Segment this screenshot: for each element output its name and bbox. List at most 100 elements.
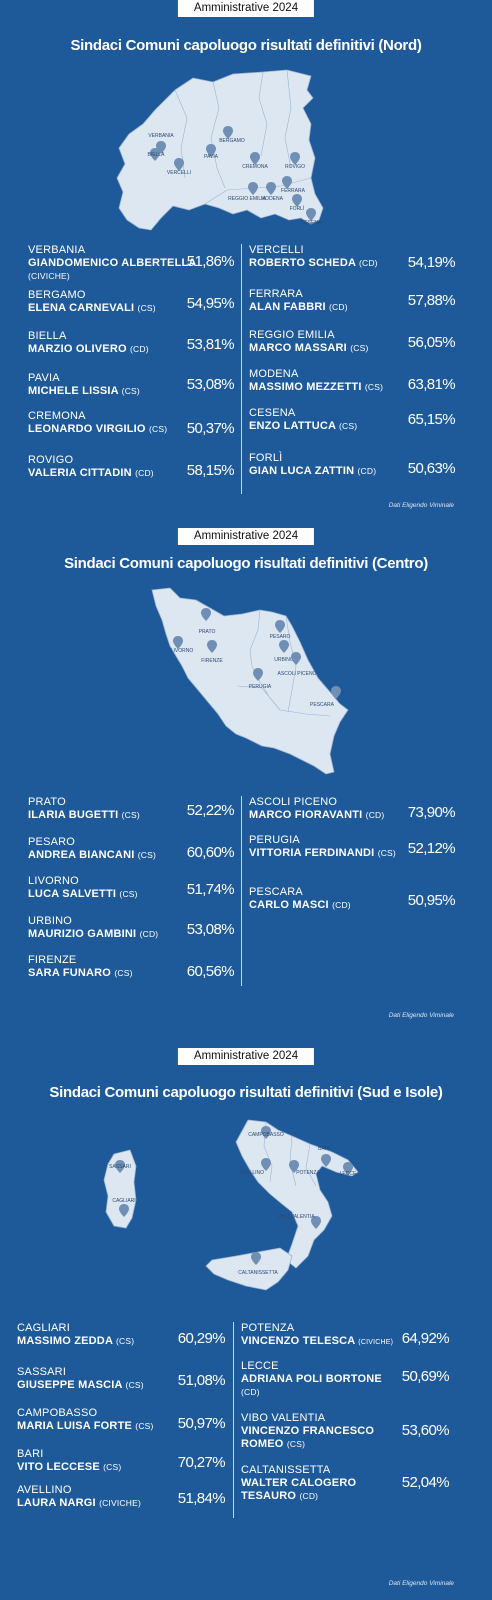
party: (CD) (135, 468, 154, 478)
candidate-name: ILARIA BUGETTI (CS) (28, 809, 140, 821)
percentage: 60,60% (186, 844, 235, 861)
result-entry: BIELLA MARZIO OLIVERO (CD) 53,81% (28, 330, 235, 356)
percentage: 57,88% (407, 292, 456, 309)
section-title: Sindaci Comuni capoluogo risultati defin… (49, 1084, 443, 1101)
map-centro: PRATO LIVORNO FIRENZE PESARO URBINO ASCO… (140, 586, 360, 786)
percentage: 63,81% (407, 376, 456, 393)
party: (CS) (135, 1421, 154, 1431)
percentage: 73,90% (407, 804, 456, 821)
svg-text:SASSARI: SASSARI (109, 1164, 131, 1170)
candidate-name: CARLO MASCI (CD) (249, 899, 351, 911)
svg-text:VERCELLI: VERCELLI (167, 170, 191, 176)
party: (CS) (121, 386, 140, 396)
svg-text:ASCOLI PICENO: ASCOLI PICENO (278, 671, 317, 677)
percentage: 65,15% (407, 411, 456, 428)
section-title: Sindaci Comuni capoluogo risultati defin… (64, 555, 428, 572)
candidate-name: MARCO MASSARI (CS) (249, 342, 369, 354)
percentage: 60,29% (177, 1330, 226, 1347)
party: (CD) (332, 900, 351, 910)
svg-text:REGGIO EMILIA: REGGIO EMILIA (228, 196, 266, 202)
svg-text:FIRENZE: FIRENZE (201, 658, 223, 664)
city-name: VERBANIA (28, 244, 86, 256)
city-name: SASSARI (17, 1366, 67, 1378)
candidate-name: WALTER CALOGERO TESAURO (CD) (241, 1477, 357, 1502)
party: (CS) (286, 1439, 306, 1449)
party: (CD) (299, 1491, 319, 1501)
party: (CS) (125, 1380, 144, 1390)
candidate-name: MICHELE LISSIA (CS) (28, 385, 140, 397)
svg-text:CREMONA: CREMONA (242, 164, 268, 170)
percentage: 50,69% (401, 1368, 450, 1385)
candidate-name: VINCENZO TELESCA (CIVICHE) (241, 1335, 394, 1347)
party: (CS) (137, 303, 156, 313)
result-entry: CALTANISSETTA WALTER CALOGERO TESAURO (CD… (241, 1464, 391, 1503)
percentage: 51,84% (177, 1490, 226, 1507)
city-name: MODENA (249, 368, 299, 380)
party: (CS) (377, 848, 396, 858)
svg-text:AVELLINO: AVELLINO (240, 1170, 264, 1176)
percentage: 51,86% (186, 253, 235, 270)
svg-text:PRATO: PRATO (199, 629, 216, 635)
party: (CS) (121, 810, 140, 820)
city-name: VERCELLI (249, 244, 304, 256)
result-entry: POTENZA VINCENZO TELESCA (CIVICHE) 64,92% (241, 1322, 450, 1349)
party: (CS) (350, 343, 369, 353)
candidate-name: VALERIA CITTADIN (CD) (28, 467, 154, 479)
results-left-column: VERBANIA GIANDOMENICO ALBERTELLA (CIVICHE… (28, 244, 235, 494)
city-name: LECCE (241, 1360, 279, 1372)
result-entry: PESARO ANDREA BIANCANI (CS) 60,60% (28, 836, 235, 862)
candidate-name: LEONARDO VIRGILIO (CS) (28, 423, 168, 435)
result-entry: PAVIA MICHELE LISSIA (CS) 53,08% (28, 372, 235, 398)
party: (CD) (139, 929, 159, 939)
result-entry: CREMONA LEONARDO VIRGILIO (CS) 50,37% (28, 410, 235, 437)
percentage: 51,74% (186, 881, 235, 898)
result-entry: LIVORNO LUCA SALVETTI (CS) 51,74% (28, 875, 235, 901)
city-name: CAMPOBASSO (17, 1407, 98, 1419)
city-name: REGGIO EMILIA (249, 329, 335, 341)
result-entry: CESENA ENZO LATTUCA (CS) 65,15% (249, 407, 456, 433)
result-entry: VERCELLI ROBERTO SCHEDA (CD) 54,19% (249, 244, 456, 271)
result-entry: PRATO ILARIA BUGETTI (CS) 52,22% (28, 796, 235, 822)
party: (CS) (364, 382, 384, 392)
party: (CS) (137, 850, 157, 860)
svg-text:CAGLIARI: CAGLIARI (112, 1198, 135, 1204)
section-tag: Amministrative 2024 (177, 1048, 315, 1065)
candidate-name: MASSIMO MEZZETTI (CS) (249, 381, 384, 393)
result-entry: AVELLINO LAURA NARGI (CIVICHE) 51,84% (17, 1484, 226, 1510)
percentage: 54,19% (407, 254, 456, 271)
result-entry: VERBANIA GIANDOMENICO ALBERTELLA (CIVICHE… (28, 244, 235, 283)
svg-text:PESARO: PESARO (270, 634, 291, 640)
result-entry: VIBO VALENTIA VINCENZO FRANCESCO ROMEO (C… (241, 1412, 401, 1451)
candidate-name: ENZO LATTUCA (CS) (249, 420, 358, 432)
svg-text:BARI: BARI (318, 1146, 330, 1152)
city-name: URBINO (28, 915, 72, 927)
percentage: 60,56% (186, 963, 235, 980)
result-entry: ROVIGO VALERIA CITTADIN (CD) 58,15% (28, 454, 235, 480)
result-entry: PESCARA CARLO MASCI (CD) 50,95% (249, 886, 456, 912)
section-centro: Amministrative 2024 Sindaci Comuni capol… (0, 528, 492, 1048)
candidate-name: SARA FUNARO (CS) (28, 967, 133, 979)
percentage: 52,04% (401, 1474, 450, 1491)
result-entry: SASSARI GIUSEPPE MASCIA (CS) 51,08% (17, 1366, 226, 1392)
svg-text:CESENA: CESENA (301, 220, 322, 226)
candidate-name: GIUSEPPE MASCIA (CS) (17, 1379, 144, 1391)
city-name: BARI (17, 1448, 44, 1460)
city-name: CESENA (249, 407, 296, 419)
section-tag: Amministrative 2024 (177, 528, 315, 545)
city-name: PESCARA (249, 886, 303, 898)
candidate-name: GIAN LUCA ZATTIN (CD) (249, 465, 377, 477)
results-left-column: CAGLIARI MASSIMO ZEDDA (CS) 60,29% SASSARI… (17, 1322, 226, 1558)
percentage: 53,81% (186, 336, 235, 353)
city-name: PERUGIA (249, 834, 300, 846)
candidate-name: ADRIANA POLI BORTONE (CD) (241, 1373, 382, 1397)
party: (CS) (103, 1462, 122, 1472)
result-entry: FERRARA ALAN FABBRI (CD) 57,88% (249, 288, 456, 314)
party: (CS) (119, 889, 138, 899)
percentage: 56,05% (407, 334, 456, 351)
result-entry: CAMPOBASSO MARIA LUISA FORTE (CS) 50,97% (17, 1407, 226, 1433)
result-entry: BARI VITO LECCESE (CS) 70,27% (17, 1448, 226, 1474)
party: (CD) (357, 466, 377, 476)
city-name: CREMONA (28, 410, 86, 422)
result-entry: LECCE ADRIANA POLI BORTONE (CD) (241, 1360, 391, 1399)
percentage: 50,97% (177, 1415, 226, 1432)
